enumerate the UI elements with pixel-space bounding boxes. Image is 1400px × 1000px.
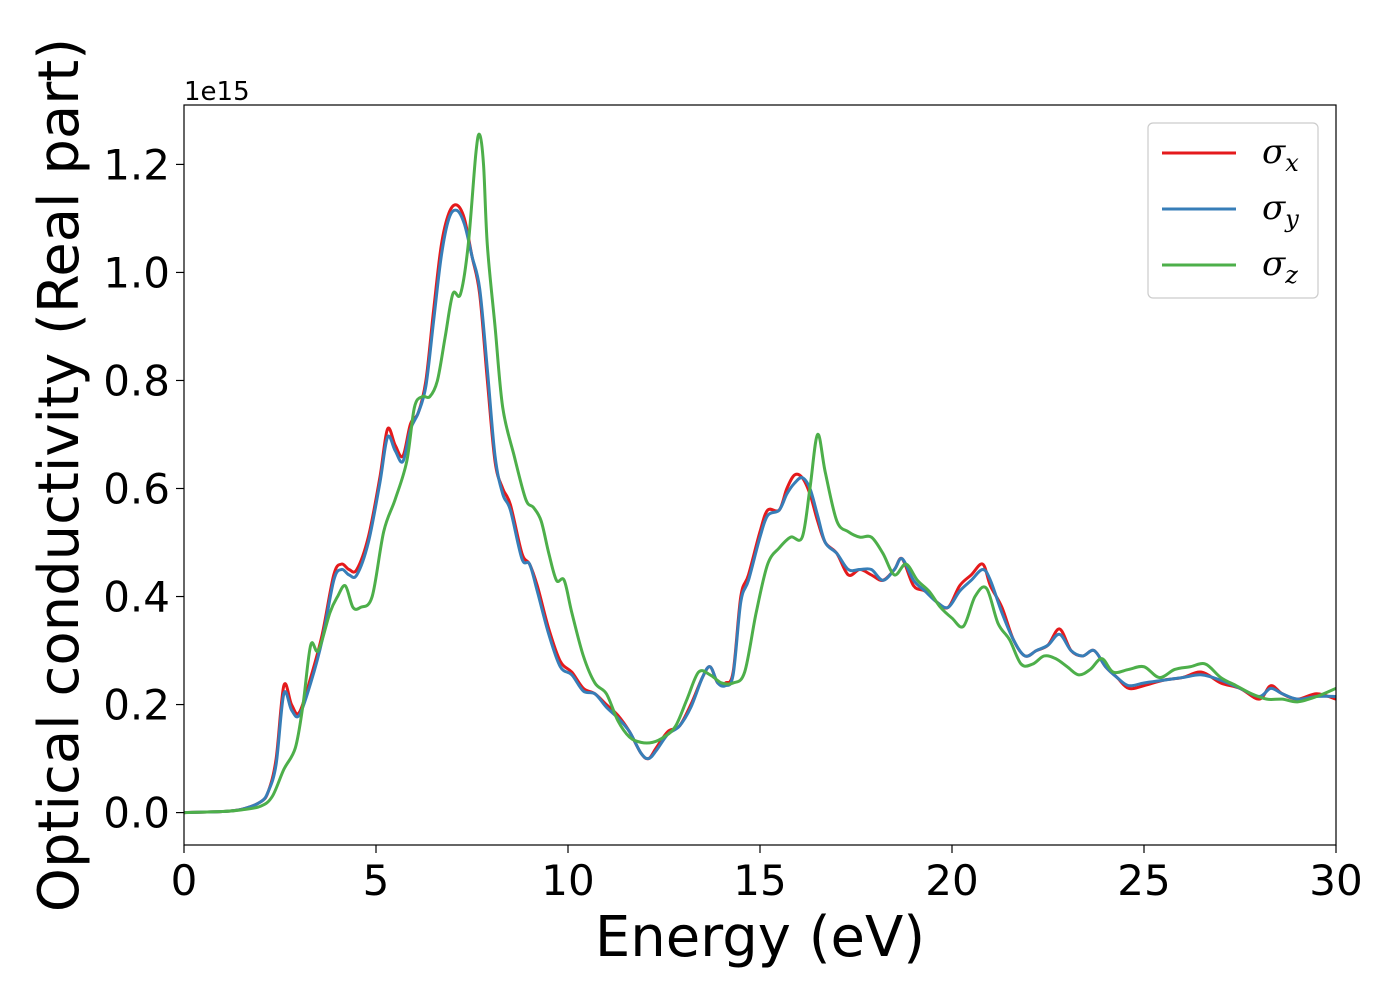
y-tick-label: 1.0 <box>103 248 170 297</box>
y-axis: 0.0 0.2 0.4 0.6 0.8 1.0 1.2 <box>103 140 184 838</box>
legend-label-sigma-z: σz <box>1262 244 1298 289</box>
x-tick-label: 15 <box>733 856 786 905</box>
legend-label-sigma-y: σy <box>1262 188 1299 233</box>
y-axis-title: Optical conductivity (Real part) <box>27 38 92 912</box>
y-tick-label: 0.4 <box>103 573 170 622</box>
y-tick-label: 0.6 <box>103 465 170 514</box>
series-line-sigma-z <box>184 132 1336 815</box>
x-tick-label: 30 <box>1309 856 1362 905</box>
series-line-sigma-y <box>184 208 1336 815</box>
x-tick-label: 10 <box>541 856 594 905</box>
y-tick-label: 0.0 <box>103 789 170 838</box>
x-tick-label: 25 <box>1117 856 1170 905</box>
x-axis: 0 5 10 15 20 25 30 <box>171 845 1363 905</box>
y-tick-label: 0.2 <box>103 681 170 730</box>
y-offset-text: 1e15 <box>184 77 250 107</box>
y-tick-label: 0.8 <box>103 356 170 405</box>
x-tick-label: 20 <box>925 856 978 905</box>
x-tick-label: 5 <box>363 856 390 905</box>
x-axis-title: Energy (eV) <box>595 905 925 970</box>
y-tick-label: 1.2 <box>103 140 170 189</box>
series-layer <box>184 132 1336 815</box>
legend: σx σy σz <box>1147 122 1319 299</box>
legend-label-sigma-x: σx <box>1262 132 1299 177</box>
x-tick-label: 0 <box>171 856 198 905</box>
